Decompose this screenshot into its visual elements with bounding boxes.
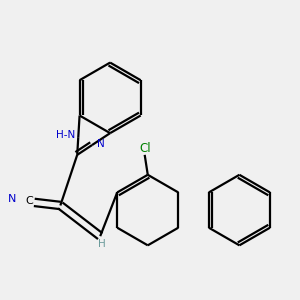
Text: Cl: Cl bbox=[139, 142, 151, 154]
Text: N: N bbox=[98, 139, 105, 148]
Text: H-N: H-N bbox=[56, 130, 75, 140]
Text: N: N bbox=[8, 194, 16, 204]
Text: C: C bbox=[26, 196, 34, 206]
Text: H: H bbox=[98, 239, 106, 249]
